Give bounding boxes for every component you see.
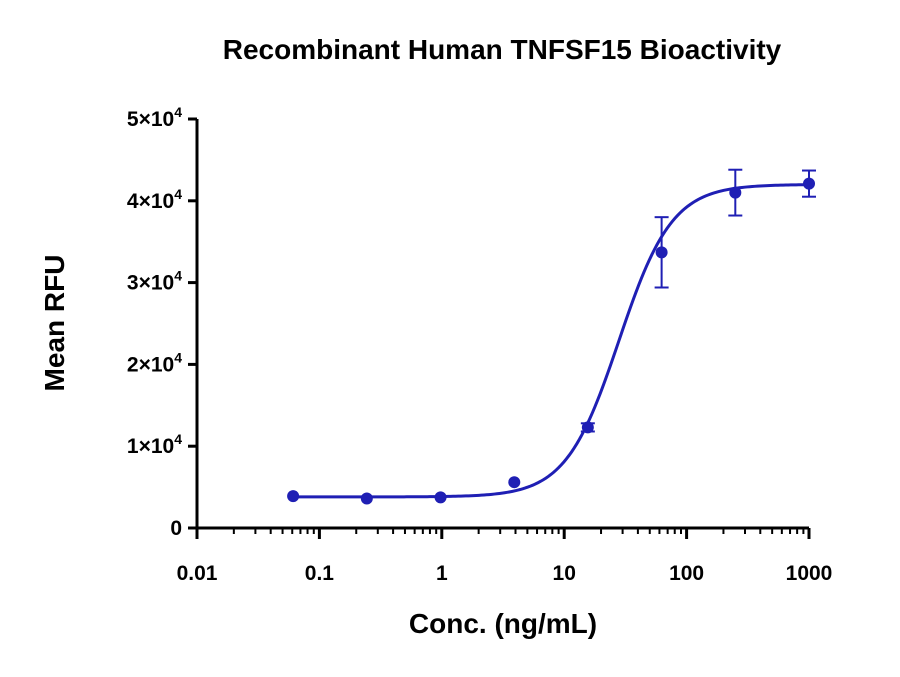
y-tick-label: 2×104 — [127, 349, 182, 376]
x-tick-label: 1 — [436, 562, 448, 585]
fit-curve — [293, 183, 810, 499]
data-point — [287, 490, 300, 503]
y-tick-label: 3×104 — [127, 268, 182, 295]
y-tick-label: 1×104 — [127, 431, 182, 458]
data-point — [434, 491, 447, 504]
y-tick-label: 0 — [170, 517, 182, 540]
y-tick-label: 5×104 — [127, 104, 182, 131]
data-point — [803, 177, 815, 190]
chart-title: Recombinant Human TNFSF15 Bioactivity — [222, 34, 782, 65]
x-tick-label: 10 — [553, 562, 576, 585]
data-point — [581, 421, 594, 434]
data-point — [655, 246, 668, 259]
y-tick-label: 4×104 — [127, 186, 182, 213]
data-point — [729, 186, 742, 199]
x-tick-label: 0.01 — [177, 562, 218, 585]
x-axis-label: Conc. (ng/mL) — [408, 608, 598, 639]
x-tick-label: 100 — [669, 562, 704, 585]
data-point — [360, 492, 373, 505]
x-tick-label: 0.1 — [305, 562, 335, 585]
x-tick-label: 1000 — [786, 562, 833, 585]
data-point — [508, 476, 521, 489]
